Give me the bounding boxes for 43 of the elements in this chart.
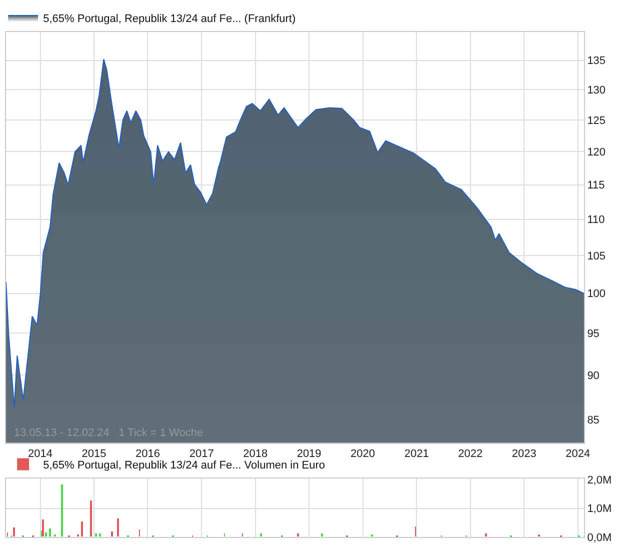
bar (81, 522, 83, 537)
y-tick-label: 130 (587, 84, 606, 96)
x-tick-label: 2021 (404, 448, 429, 460)
bar (13, 528, 15, 537)
annotation: 13.05.13 - 12.02.24 1 Tick = 1 Woche (14, 427, 204, 439)
y-tick-label: 90 (587, 370, 600, 382)
y-tick-label: 125 (587, 114, 606, 127)
y-tick-label: 95 (587, 328, 600, 340)
y-tick-label: 1,0M (587, 503, 612, 516)
y-tick-label: 2,0M (587, 474, 612, 486)
x-tick-label: 2023 (512, 448, 536, 460)
y-tick-label: 0,0M (587, 532, 612, 544)
x-tick-label: 2016 (136, 448, 160, 460)
x-tick-label: 2017 (189, 448, 214, 460)
x-tick-label: 2018 (243, 448, 268, 460)
y-tick-label: 100 (587, 288, 606, 300)
x-tick-label: 2022 (458, 448, 483, 460)
y-tick-label: 85 (587, 414, 600, 426)
bar (42, 520, 44, 537)
y-tick-label: 110 (587, 214, 605, 226)
bar (99, 534, 101, 537)
bar (95, 534, 97, 537)
y-tick-label: 105 (587, 250, 606, 262)
x-tick-label: 2020 (350, 448, 376, 460)
bar (321, 534, 323, 537)
x-tick-label: 2024 (566, 448, 590, 460)
legend-label: 5,65% Portugal, Republik 13/24 auf Fe... Volumen in Euro (43, 460, 326, 472)
bar (260, 534, 262, 537)
bar (49, 528, 51, 537)
y-tick-label: 120 (587, 146, 606, 159)
bar (485, 534, 487, 537)
y-tick-label: 135 (587, 55, 606, 68)
x-tick-label: 2014 (28, 448, 53, 460)
bar (45, 532, 47, 537)
bar (90, 500, 92, 537)
x-tick-label: 2019 (296, 448, 322, 460)
bar (61, 484, 63, 537)
bar (111, 532, 113, 537)
y-tick-label: 115 (587, 180, 605, 192)
legend-label: 5,65% Portugal, Republik 13/24 auf Fe... (Frankfurt) (43, 12, 296, 25)
x-tick-label: 2015 (82, 448, 106, 460)
bar (117, 518, 119, 537)
bar (297, 534, 299, 537)
